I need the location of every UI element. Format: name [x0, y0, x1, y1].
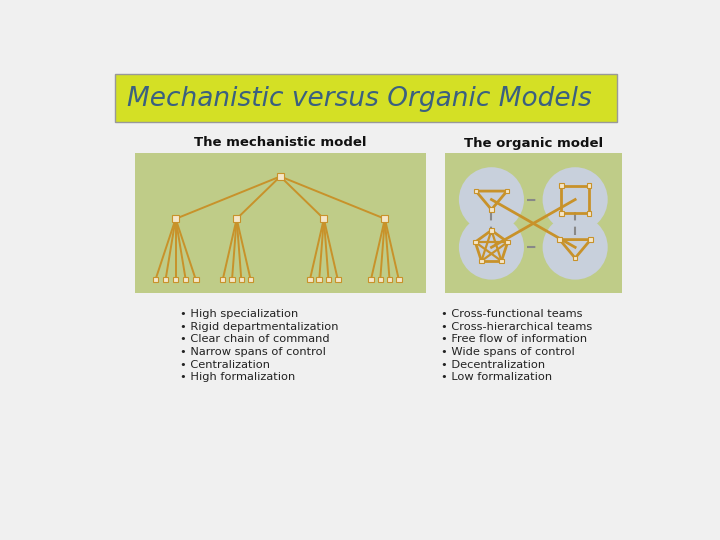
- Bar: [193, 277, 199, 282]
- Bar: [307, 277, 312, 282]
- Bar: [320, 215, 328, 222]
- Text: • Narrow spans of control: • Narrow spans of control: [180, 347, 325, 357]
- Bar: [587, 184, 591, 188]
- Text: • Wide spans of control: • Wide spans of control: [441, 347, 575, 357]
- Bar: [587, 211, 591, 215]
- Text: • Cross-functional teams: • Cross-functional teams: [441, 309, 582, 319]
- Text: • Free flow of information: • Free flow of information: [441, 334, 588, 345]
- Text: • Low formalization: • Low formalization: [441, 373, 552, 382]
- Bar: [172, 215, 179, 222]
- Bar: [229, 277, 235, 282]
- Bar: [233, 215, 240, 222]
- Text: • Centralization: • Centralization: [180, 360, 270, 370]
- Bar: [368, 277, 374, 282]
- Bar: [473, 240, 477, 245]
- Bar: [559, 211, 564, 215]
- Bar: [559, 184, 564, 188]
- Bar: [387, 277, 392, 282]
- Text: • High formalization: • High formalization: [180, 373, 295, 382]
- Circle shape: [543, 215, 608, 280]
- Text: The organic model: The organic model: [464, 137, 603, 150]
- Bar: [382, 215, 388, 222]
- Bar: [183, 277, 189, 282]
- Bar: [317, 277, 322, 282]
- Circle shape: [459, 167, 524, 232]
- Text: • Decentralization: • Decentralization: [441, 360, 545, 370]
- Bar: [479, 259, 484, 264]
- Text: The mechanistic model: The mechanistic model: [194, 137, 366, 150]
- Bar: [505, 189, 509, 193]
- Bar: [276, 173, 284, 180]
- Bar: [335, 277, 341, 282]
- Bar: [489, 207, 494, 212]
- Bar: [220, 277, 225, 282]
- Bar: [135, 153, 426, 294]
- Bar: [445, 153, 621, 294]
- Bar: [573, 256, 577, 260]
- Circle shape: [543, 167, 608, 232]
- Bar: [114, 74, 617, 122]
- Bar: [377, 277, 383, 282]
- Text: • Clear chain of command: • Clear chain of command: [180, 334, 330, 345]
- Text: • Rigid departmentalization: • Rigid departmentalization: [180, 322, 338, 332]
- Bar: [499, 259, 504, 264]
- Text: Mechanistic versus Organic Models: Mechanistic versus Organic Models: [127, 86, 592, 112]
- Bar: [325, 277, 331, 282]
- Bar: [474, 189, 478, 193]
- Bar: [396, 277, 402, 282]
- Bar: [248, 277, 253, 282]
- Bar: [505, 240, 510, 245]
- Text: • High specialization: • High specialization: [180, 309, 298, 319]
- Bar: [173, 277, 179, 282]
- Text: • Cross-hierarchical teams: • Cross-hierarchical teams: [441, 322, 593, 332]
- Circle shape: [459, 215, 524, 280]
- Bar: [238, 277, 244, 282]
- Bar: [163, 277, 168, 282]
- Bar: [153, 277, 158, 282]
- Bar: [588, 237, 593, 242]
- Bar: [489, 228, 494, 233]
- Bar: [557, 237, 562, 242]
